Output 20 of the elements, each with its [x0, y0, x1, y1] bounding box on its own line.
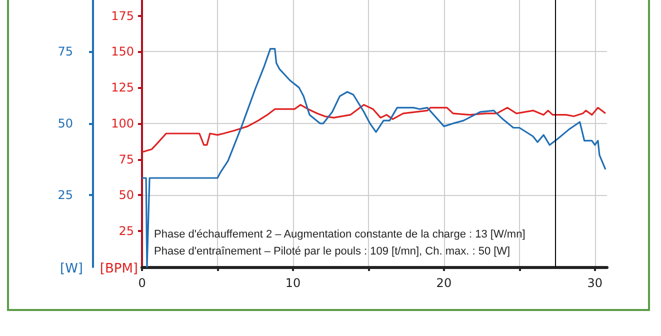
y-tick-label: 125: [111, 80, 134, 95]
x-tick-label: 20: [436, 276, 452, 290]
y2-axis-title: [W]: [60, 262, 83, 276]
y-tick-label: 175: [111, 8, 134, 23]
annotation: Phase d'échauffement 2 – Augmentation constante de la charge : 13 [W/mn]: [154, 228, 526, 240]
y-tick-label: 150: [111, 44, 134, 59]
y2-tick-label: 75: [58, 44, 73, 59]
x-tick-label: 0: [138, 276, 146, 290]
x-tick-label: 30: [587, 276, 603, 290]
y-tick-label: 75: [118, 152, 134, 166]
line-series: [141, 104, 606, 153]
x-tick-label: 10: [285, 276, 301, 290]
y-axis-title: [BPM]: [100, 262, 138, 276]
y-tick-label: 25: [118, 224, 134, 238]
y-tick-label: 50: [118, 188, 134, 202]
y2-tick-label: 25: [58, 188, 73, 202]
y-tick-label: 100: [111, 116, 134, 130]
y2-tick-label: 50: [58, 116, 73, 130]
line-series: [141, 48, 606, 268]
annotation: Phase d'entraînement – Piloté par le pouls : 109 [t/mn], Ch. max. : 50 [W]: [154, 246, 510, 258]
